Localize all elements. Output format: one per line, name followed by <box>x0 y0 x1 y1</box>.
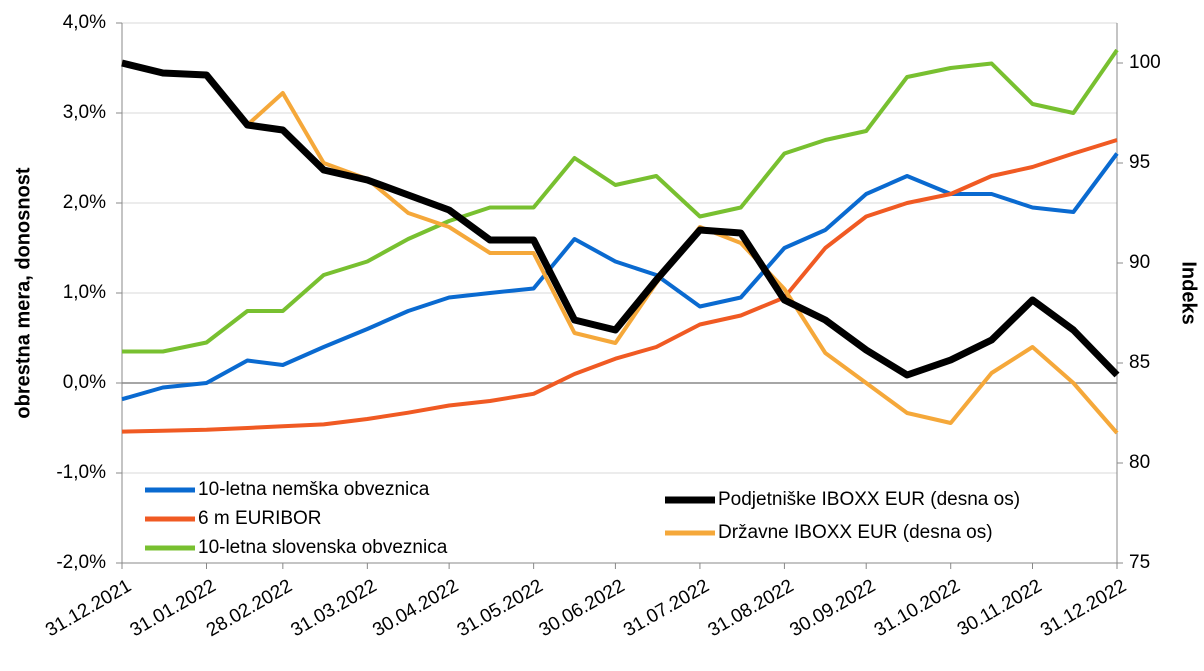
y-axis-label: obrestna mera, donosnost <box>12 167 34 418</box>
x-tick-label: 31.12.2021 <box>42 575 135 641</box>
x-tick-label: 30.09.2022 <box>786 575 879 641</box>
y2-axis-label: Indeks <box>1178 261 1200 324</box>
x-tick-label: 30.11.2022 <box>954 575 1046 640</box>
series-line <box>121 138 1118 434</box>
y-tick-label: 4,0% <box>63 12 106 33</box>
y2-tick-label: 100 <box>1129 52 1161 73</box>
series-line <box>121 152 1119 402</box>
x-tick-label: 30.04.2022 <box>369 575 462 641</box>
y-tick-label: 2,0% <box>63 192 106 213</box>
y2-tick-label: 90 <box>1129 252 1150 273</box>
series-line <box>121 59 1120 379</box>
x-tick-label: 31.08.2022 <box>705 575 798 641</box>
y-tick-label: -1,0% <box>56 462 106 483</box>
x-tick-label: 31.07.2022 <box>620 575 713 641</box>
y-tick-label: 1,0% <box>63 282 106 303</box>
x-tick-label: 31.05.2022 <box>454 575 547 641</box>
series-line <box>122 48 1119 354</box>
x-tick-label: 31.10.2022 <box>871 575 964 641</box>
series-line <box>121 61 1119 435</box>
legend-label: Državne IBOXX EUR (desna os) <box>718 522 993 543</box>
y2-tick-label: 95 <box>1129 152 1150 173</box>
legend-label: 6 m EURIBOR <box>198 508 322 529</box>
y-tick-label: 3,0% <box>63 102 106 123</box>
y-tick-label: 0,0% <box>63 372 106 393</box>
x-tick-label: 31.01.2022 <box>127 575 220 641</box>
y2-tick-label: 80 <box>1129 452 1150 473</box>
x-tick-label: 28.02.2022 <box>203 575 296 641</box>
x-tick-label: 31.12.2022 <box>1037 575 1130 641</box>
legend-label: 10-letna nemška obveznica <box>198 479 430 500</box>
y2-tick-label: 75 <box>1129 552 1150 573</box>
y-tick-label: -2,0% <box>56 552 106 573</box>
x-tick-label: 31.03.2022 <box>287 575 380 641</box>
x-tick-label: 30.06.2022 <box>536 575 629 641</box>
y2-tick-label: 85 <box>1129 352 1150 373</box>
legend-label: Podjetniške IBOXX EUR (desna os) <box>718 489 1020 510</box>
legend-label: 10-letna slovenska obveznica <box>198 537 448 558</box>
